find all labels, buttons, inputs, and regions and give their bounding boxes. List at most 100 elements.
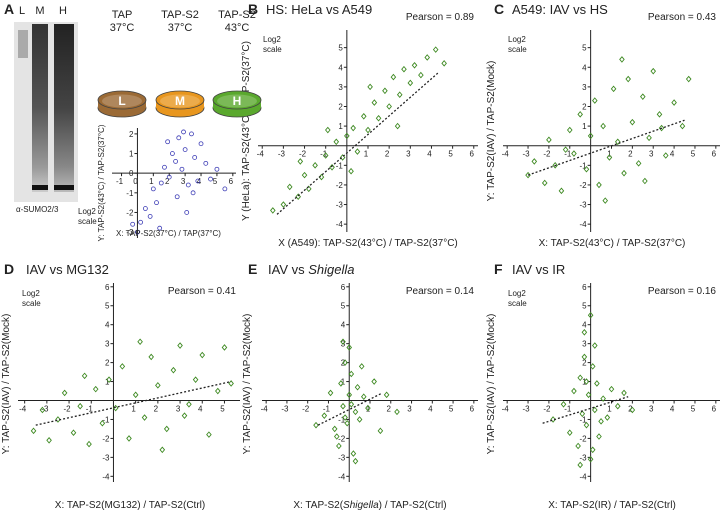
point [418, 71, 424, 79]
point [424, 54, 431, 61]
y-tick-label: 4 [582, 321, 587, 330]
point [182, 147, 188, 153]
point [312, 162, 318, 169]
y-tick-label: 2 [105, 359, 110, 368]
x-tick-label: 3 [181, 177, 186, 186]
y-tick-label: -3 [102, 453, 110, 462]
point [354, 383, 361, 391]
point [596, 181, 602, 189]
point [346, 391, 353, 399]
x-tick-label: 3 [649, 405, 654, 414]
point [286, 183, 293, 191]
point [192, 376, 199, 383]
point [571, 387, 577, 395]
scale-note: scale [78, 217, 97, 226]
x-tick-label: -1 [320, 150, 328, 159]
point [280, 201, 287, 208]
x-tick-label: 1 [131, 405, 136, 414]
point [606, 154, 613, 161]
x-tick-label: 5 [691, 405, 696, 414]
chart-title-part: A549: IAV vs HS [512, 2, 608, 17]
point [350, 450, 357, 457]
chart-title-part: HS: HeLa vs A549 [266, 2, 372, 17]
x-tick-label: -3 [522, 150, 530, 159]
scale-note: Log2 [263, 35, 281, 44]
x-tick-label: 4 [428, 405, 433, 414]
point [348, 370, 355, 378]
point [70, 429, 77, 437]
point [141, 414, 148, 421]
point [163, 425, 170, 433]
x-tick-label: 3 [407, 405, 412, 414]
x-tick-label: -1 [564, 150, 572, 159]
point [301, 171, 308, 179]
point [322, 152, 329, 159]
y-axis-title: Y (HeLa): TAP-S2(43°C) / TAP-S2(37°C) [241, 41, 252, 221]
point [106, 376, 112, 383]
dish-letter: L [118, 94, 125, 108]
point [394, 122, 401, 130]
x-tick-label: 4 [197, 177, 202, 186]
point [577, 374, 583, 382]
point [566, 126, 573, 134]
panel-letter: D [4, 261, 14, 277]
point [170, 151, 175, 156]
x-tick-label: 1 [364, 150, 369, 159]
x-tick-label: -3 [278, 150, 286, 159]
x-tick-label: 3 [406, 150, 411, 159]
point [214, 166, 220, 172]
point [621, 389, 627, 397]
point [575, 442, 581, 450]
point [441, 60, 447, 67]
point [329, 163, 335, 171]
point [629, 406, 636, 414]
point [221, 344, 228, 351]
point [360, 112, 367, 120]
point [562, 146, 569, 153]
point [159, 446, 166, 454]
y-tick-label: 6 [341, 283, 346, 292]
dish-label: 43°C [225, 22, 250, 34]
blot-lane [32, 24, 48, 192]
point [325, 126, 331, 134]
point [185, 182, 191, 188]
point [577, 461, 583, 469]
point [566, 429, 573, 437]
dish-letter: H [233, 94, 242, 108]
y-tick-label: 1 [338, 122, 343, 131]
x-tick-label: 6 [229, 177, 234, 186]
panel-letter: A [4, 1, 14, 17]
y-tick-label: -4 [580, 472, 588, 481]
dish-rim [217, 94, 257, 108]
point [608, 385, 615, 393]
x-tick-label: -2 [543, 150, 551, 159]
chart-title: HS: HeLa vs A549 [266, 2, 372, 17]
point [375, 114, 382, 122]
point [371, 99, 378, 106]
x-tick-label: 2 [154, 405, 159, 414]
point [592, 342, 598, 349]
point [377, 427, 384, 435]
point [342, 414, 348, 421]
scale-note: Log2 [508, 289, 526, 298]
y-tick-label: -3 [580, 453, 588, 462]
x-tick-label: 1 [607, 150, 612, 159]
y-tick-label: -1 [580, 161, 588, 170]
point [195, 178, 201, 184]
x-tick-label: -2 [302, 405, 310, 414]
x-axis-title: X (A549): TAP-S2(43°C) / TAP-S2(37°C) [278, 238, 458, 249]
point [339, 154, 346, 161]
x-axis-title: X: TAP-S2(IR) / TAP-S2(Ctrl) [548, 500, 676, 511]
point [552, 162, 558, 169]
y-tick-label: 6 [105, 283, 110, 292]
x-tick-label: 6 [712, 150, 717, 159]
point [592, 406, 598, 414]
point [333, 433, 340, 440]
point [158, 180, 164, 186]
point [99, 419, 106, 427]
point [179, 166, 185, 172]
point [137, 338, 143, 346]
point [340, 402, 346, 410]
x-tick-label: -4 [257, 150, 265, 159]
